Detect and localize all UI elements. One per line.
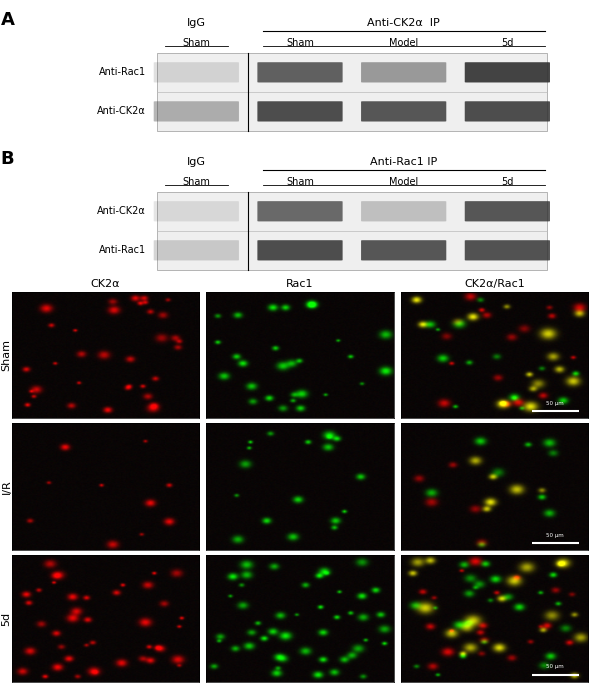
Text: Sham: Sham — [286, 38, 314, 48]
Text: Sham: Sham — [286, 177, 314, 187]
FancyBboxPatch shape — [154, 201, 239, 221]
FancyBboxPatch shape — [154, 62, 239, 83]
Text: Sham: Sham — [182, 38, 210, 48]
Title: CK2α: CK2α — [91, 280, 120, 289]
FancyBboxPatch shape — [361, 62, 446, 83]
Text: Anti-CK2α: Anti-CK2α — [97, 206, 146, 216]
Text: IgG: IgG — [187, 19, 206, 28]
Text: Anti-CK2α: Anti-CK2α — [97, 106, 146, 116]
Bar — [157, 192, 547, 270]
FancyBboxPatch shape — [257, 240, 343, 260]
Y-axis label: 5d: 5d — [1, 612, 11, 626]
Text: 5d: 5d — [501, 38, 514, 48]
FancyBboxPatch shape — [465, 62, 550, 83]
Y-axis label: Sham: Sham — [1, 339, 11, 371]
Text: 50 μm: 50 μm — [547, 664, 564, 670]
FancyBboxPatch shape — [361, 240, 446, 260]
Text: IgG: IgG — [187, 157, 206, 167]
FancyBboxPatch shape — [154, 240, 239, 260]
Text: Model: Model — [389, 38, 418, 48]
Text: Anti-CK2α  IP: Anti-CK2α IP — [367, 19, 440, 28]
Text: B: B — [1, 150, 14, 168]
FancyBboxPatch shape — [465, 240, 550, 260]
FancyBboxPatch shape — [154, 101, 239, 121]
FancyBboxPatch shape — [361, 201, 446, 221]
Title: Rac1: Rac1 — [286, 280, 314, 289]
Y-axis label: I/R: I/R — [1, 480, 11, 494]
Text: Sham: Sham — [182, 177, 210, 187]
FancyBboxPatch shape — [465, 201, 550, 221]
Text: Model: Model — [389, 177, 418, 187]
FancyBboxPatch shape — [257, 201, 343, 221]
FancyBboxPatch shape — [465, 101, 550, 121]
FancyBboxPatch shape — [361, 101, 446, 121]
Text: Anti-Rac1: Anti-Rac1 — [98, 68, 146, 77]
FancyBboxPatch shape — [257, 101, 343, 121]
Text: Anti-Rac1 IP: Anti-Rac1 IP — [370, 157, 437, 167]
Title: CK2α/Rac1: CK2α/Rac1 — [464, 280, 525, 289]
Text: 5d: 5d — [501, 177, 514, 187]
Bar — [157, 53, 547, 131]
Text: 50 μm: 50 μm — [547, 401, 564, 406]
Text: 50 μm: 50 μm — [547, 533, 564, 537]
Text: A: A — [1, 11, 14, 30]
Text: Anti-Rac1: Anti-Rac1 — [98, 245, 146, 256]
FancyBboxPatch shape — [257, 62, 343, 83]
